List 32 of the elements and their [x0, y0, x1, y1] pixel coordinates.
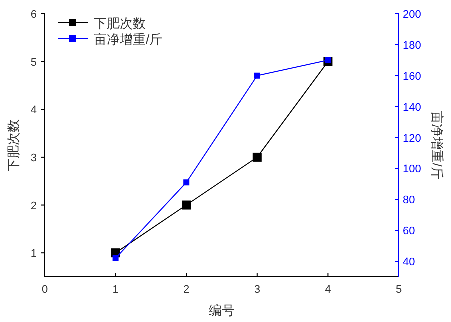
y-tick-label: 1 [30, 248, 37, 260]
x-tick-label: 4 [325, 284, 332, 296]
point [325, 57, 332, 64]
y2-tick-label: 180 [403, 40, 422, 52]
legend-label: 亩净增重/斤 [94, 32, 163, 47]
y2-tick-label: 60 [403, 226, 416, 238]
x-tick-label: 5 [396, 284, 402, 296]
point [254, 72, 260, 79]
legend-label: 下肥次数 [94, 16, 146, 31]
y2-tick-label: 160 [403, 70, 422, 83]
x-axis-title: 编号 [209, 303, 235, 318]
y2-tick-label: 120 [403, 132, 422, 145]
x-tick-label: 3 [254, 284, 260, 296]
x-tick-label: 1 [112, 284, 119, 296]
y-tick-label: 6 [30, 9, 37, 21]
x-tick-label: 0 [42, 284, 48, 296]
point [112, 255, 119, 262]
y2-tick-label: 100 [403, 164, 422, 176]
point [184, 180, 190, 186]
y-tick-label: 4 [30, 104, 37, 117]
y2-axis-title: 亩净增重/斤 [430, 111, 445, 180]
y2-tick-label: 200 [403, 9, 422, 21]
x-tick-label: 2 [184, 284, 190, 296]
y-tick-label: 2 [30, 200, 37, 212]
y-tick-label: 5 [30, 56, 37, 69]
point [252, 152, 262, 162]
y2-tick-label: 40 [403, 256, 416, 269]
y-axis-title: 下肥次数 [6, 120, 21, 172]
y-tick-label: 3 [30, 152, 37, 164]
y2-tick-label: 140 [403, 102, 422, 114]
point [182, 200, 192, 210]
y2-tick-label: 80 [403, 194, 416, 207]
